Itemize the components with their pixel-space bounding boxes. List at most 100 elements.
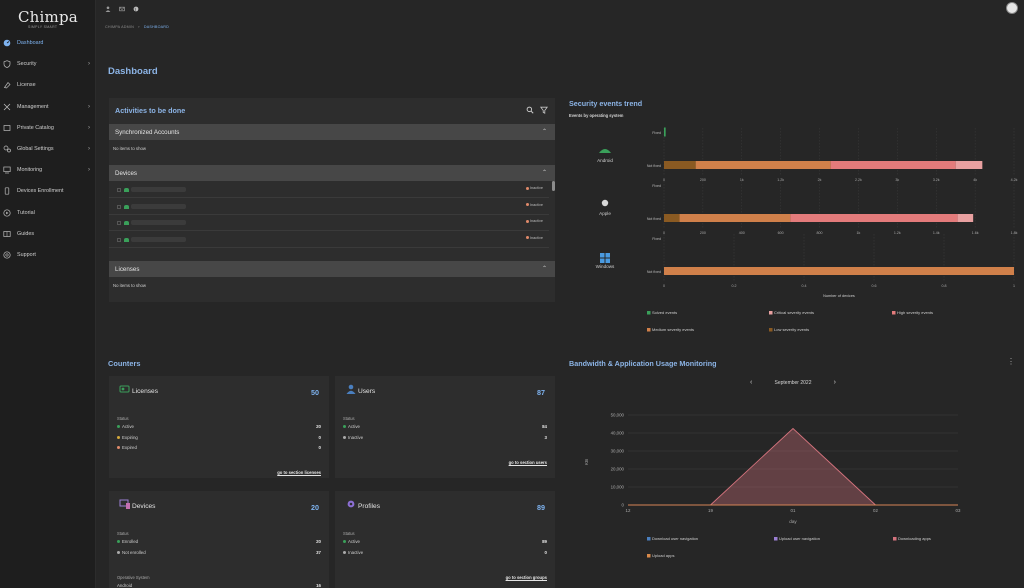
sidebar-item-guides[interactable]: Guides [0, 225, 96, 243]
legend-swatch [892, 311, 896, 315]
x-axis-label: day [789, 519, 797, 524]
legend-item[interactable]: Download user navigation [652, 536, 698, 541]
category-label: Not fixed [647, 270, 661, 274]
bar-segment[interactable] [664, 214, 680, 222]
sidebar-item-label: Dashboard [17, 40, 44, 46]
topbar [96, 0, 1024, 18]
y-axis-label: KB [584, 459, 589, 465]
x-tick-label: 400 [739, 231, 745, 235]
table-row[interactable]: Inactive [109, 199, 549, 215]
table-row[interactable]: Inactive [109, 215, 549, 231]
gear-icon [347, 500, 355, 508]
legend-item[interactable]: Downloading apps [898, 536, 931, 541]
device-name-redacted [131, 220, 186, 225]
profiles-counter-title: Profiles [358, 503, 380, 510]
license-icon [119, 385, 130, 393]
security-events-chart: Android 0 200 1k 1.2k 2k 2.2k 3k 3.2k 4k 4.2k Fixed… [596, 127, 1018, 332]
chevron-right-icon[interactable]: › [88, 146, 90, 152]
legend-item[interactable]: Upload apps [652, 553, 674, 558]
licenses-header[interactable]: Licenses ⌃ [109, 261, 555, 277]
x-tick-label: 0 [663, 231, 665, 235]
bar-segment[interactable] [664, 127, 666, 137]
go-to-users-link[interactable]: go to section users [508, 460, 547, 465]
devices-scrollbar[interactable] [552, 181, 555, 191]
row-checkbox[interactable] [117, 188, 121, 192]
x-tick-label: 0.8 [942, 284, 947, 288]
mail-icon[interactable] [119, 6, 125, 12]
chevron-right-icon[interactable]: › [88, 124, 90, 131]
sidebar-item-tutorial[interactable]: Tutorial [0, 204, 96, 222]
x-tick-label: 03 [956, 508, 961, 513]
month-label: September 2022 [774, 380, 812, 386]
chevron-right-icon[interactable]: › [88, 103, 90, 110]
bar-segment[interactable] [790, 214, 958, 222]
table-row[interactable]: Inactive [109, 182, 549, 198]
y-tick-label: 30,000 [611, 449, 625, 454]
sidebar-item-security[interactable]: Security › [0, 55, 96, 73]
sidebar-item-monitoring[interactable]: Monitoring › [0, 161, 96, 179]
legend-item[interactable]: High severity events [897, 310, 933, 315]
chevron-up-icon[interactable]: ⌃ [541, 266, 547, 272]
sidebar-item-global-settings[interactable]: Global Settings › [0, 140, 96, 158]
brand-logo[interactable]: Chimpa SIMPLY SMART [18, 8, 78, 30]
breadcrumb-root[interactable]: CHIMPA ADMIN [105, 25, 134, 29]
go-to-licenses-link[interactable]: go to section licenses [277, 470, 321, 475]
counter-status-value: 89 [542, 539, 547, 544]
y-tick-label: 50,000 [611, 413, 625, 418]
filter-icon[interactable] [540, 106, 548, 114]
os-label: Android [597, 158, 613, 163]
globe-icon[interactable] [133, 6, 139, 12]
users-status-label: Status [343, 416, 355, 421]
next-month-icon[interactable]: › [833, 379, 836, 386]
chevron-up-icon[interactable]: ⌃ [541, 129, 547, 135]
counter-status-value: 3 [544, 434, 547, 440]
sidebar-item-devices-enrollment[interactable]: Devices Enrollment [0, 182, 96, 200]
bar-segment[interactable] [679, 214, 791, 222]
legend-swatch [647, 554, 651, 558]
legend-item[interactable]: Medium severity events [652, 327, 694, 332]
sidebar-item-license[interactable]: License [0, 76, 96, 94]
counter-status-row: Enrolled 20 [117, 539, 321, 544]
legend-item[interactable]: Low severity events [774, 327, 809, 332]
sidebar-item-private-catalog[interactable]: Private Catalog › [0, 119, 96, 137]
x-tick-label: 1k [740, 178, 744, 182]
status-dot [343, 540, 346, 543]
counter-status-label: Active [348, 539, 360, 544]
sidebar-item-dashboard[interactable]: Dashboard [0, 34, 96, 52]
row-checkbox[interactable] [117, 237, 121, 242]
support-icon [3, 251, 11, 259]
bar-segment[interactable] [664, 267, 1014, 275]
x-tick-label: 200 [700, 178, 706, 182]
table-row[interactable]: Inactive [109, 232, 549, 248]
sidebar-item-management[interactable]: Management › [0, 98, 96, 116]
x-tick-label: 600 [778, 231, 784, 235]
bar-segment[interactable] [957, 214, 974, 222]
row-checkbox[interactable] [117, 204, 121, 209]
legend-item[interactable]: Upload user navigation [779, 536, 820, 541]
search-icon[interactable] [526, 106, 534, 114]
chevron-up-icon[interactable]: ⌃ [541, 170, 547, 176]
license-icon [3, 81, 11, 89]
bar-segment[interactable] [830, 161, 956, 169]
user-icon[interactable] [105, 6, 111, 12]
legend-swatch [769, 328, 773, 332]
bar-segment[interactable] [955, 161, 983, 169]
avatar[interactable] [1006, 2, 1018, 14]
row-checkbox[interactable] [117, 221, 121, 225]
series-area[interactable] [628, 427, 958, 506]
bar-segment[interactable] [695, 161, 831, 169]
go-to-groups-link[interactable]: go to section groups [505, 575, 547, 580]
legend-item[interactable]: Solved events [652, 310, 677, 315]
chevron-right-icon[interactable]: › [88, 61, 90, 68]
kebab-menu-icon[interactable]: ⋮ [1007, 357, 1015, 366]
bar-segment[interactable] [664, 161, 696, 169]
legend-item[interactable]: Critical severity events [774, 310, 814, 315]
x-tick-label: 12 [626, 508, 631, 513]
chevron-right-icon[interactable]: › [88, 167, 90, 174]
counter-status-label: Inactive [348, 434, 364, 440]
sidebar-item-support[interactable]: Support [0, 246, 96, 264]
prev-month-icon[interactable]: ‹ [750, 379, 753, 386]
activities-panel: Activities to be done Synchronized Accou… [109, 98, 555, 302]
devices-header[interactable]: Devices ⌃ [109, 165, 555, 181]
sync-accounts-header[interactable]: Synchronized Accounts ⌃ [109, 124, 555, 140]
